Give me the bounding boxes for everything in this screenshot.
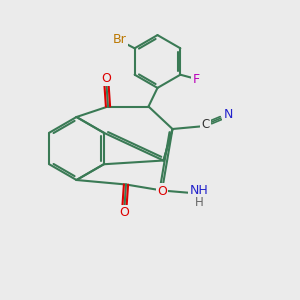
Text: C: C	[201, 118, 210, 131]
Text: NH: NH	[190, 184, 208, 197]
Text: F: F	[192, 73, 200, 86]
Text: O: O	[157, 184, 167, 198]
Text: N: N	[224, 108, 233, 122]
Text: Br: Br	[113, 33, 127, 46]
Text: O: O	[102, 72, 111, 85]
Text: H: H	[194, 196, 203, 209]
Text: O: O	[120, 206, 129, 219]
